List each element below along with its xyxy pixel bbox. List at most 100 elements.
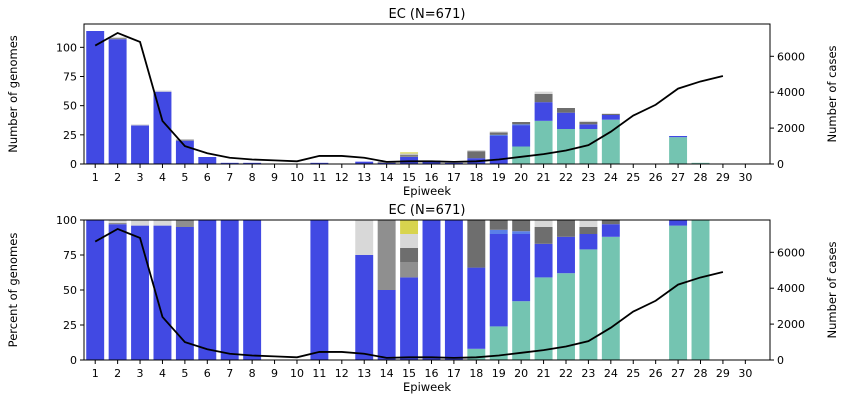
x-tick-label: 16 <box>424 171 438 184</box>
x-tick-label: 13 <box>357 171 371 184</box>
bar-segment-w16-s1 <box>422 220 441 360</box>
x-tick-label: 4 <box>159 367 166 380</box>
x-tick-label: 21 <box>537 367 551 380</box>
bar-segment-w3-s5 <box>131 124 150 126</box>
y-tick-label: 100 <box>56 41 77 54</box>
bar-segment-w21-s5 <box>534 220 553 227</box>
bar-segment-w24-s0 <box>601 119 620 164</box>
bar-segment-w2-s3 <box>108 222 127 225</box>
bar-segment-w4-s5 <box>153 90 172 92</box>
bar-segment-w20-s0 <box>512 146 531 164</box>
x-tick-label: 2 <box>114 367 121 380</box>
y-right-tick-label: 0 <box>777 354 784 367</box>
x-tick-label: 9 <box>271 367 278 380</box>
x-tick-label: 14 <box>380 367 394 380</box>
bar-segment-w22-s0 <box>557 273 575 360</box>
x-tick-label: 28 <box>694 171 708 184</box>
y-axis-label: Percent of genomes <box>6 233 20 348</box>
bar-segment-w21-s4 <box>534 227 553 244</box>
bar-segment-w15-s5 <box>400 234 419 248</box>
bar-segment-w22-s1 <box>557 236 575 274</box>
y-tick-label: 50 <box>63 284 77 297</box>
bar-segment-w20-s1 <box>512 125 531 147</box>
x-tick-label: 27 <box>671 171 685 184</box>
y-right-tick-label: 2000 <box>777 122 805 135</box>
x-tick-label: 30 <box>738 171 752 184</box>
y-right-tick-label: 4000 <box>777 282 805 295</box>
x-axis-label: Epiweek <box>403 184 451 198</box>
x-tick-label: 10 <box>290 367 304 380</box>
bar-segment-w21-s0 <box>534 120 553 164</box>
x-tick-label: 1 <box>92 171 99 184</box>
bar-segment-w6-s1 <box>198 157 217 164</box>
x-tick-label: 24 <box>604 171 618 184</box>
x-tick-label: 8 <box>249 171 256 184</box>
y-tick-label: 75 <box>63 71 77 84</box>
bar-segment-w21-s1 <box>534 243 553 278</box>
bar-segment-w20-s2 <box>512 124 531 126</box>
bar-segment-w19-s1 <box>489 136 508 164</box>
y-tick-label: 75 <box>63 249 77 262</box>
y-tick-label: 100 <box>56 214 77 227</box>
bar-segment-w24-s4 <box>601 220 620 225</box>
x-tick-label: 24 <box>604 367 618 380</box>
bar-segment-w18-s0 <box>467 348 486 360</box>
y-tick-label: 0 <box>70 354 77 367</box>
bar-segment-w5-s3 <box>175 139 194 141</box>
x-tick-label: 26 <box>649 367 663 380</box>
x-tick-label: 20 <box>514 367 528 380</box>
chart-title: EC (N=671) <box>389 7 466 22</box>
y-tick-label: 25 <box>63 129 77 142</box>
bar-segment-w7-s1 <box>220 220 239 360</box>
x-tick-label: 22 <box>559 171 573 184</box>
x-tick-label: 26 <box>649 171 663 184</box>
bar-segment-w13-s1 <box>355 161 374 164</box>
bar-segment-w20-s0 <box>512 301 531 360</box>
x-tick-label: 7 <box>226 367 233 380</box>
bar-segment-w5-s1 <box>175 227 194 360</box>
x-tick-label: 15 <box>402 171 416 184</box>
x-tick-label: 14 <box>380 171 394 184</box>
y-tick-label: 25 <box>63 319 77 332</box>
y-right-axis-label: Number of cases <box>825 45 839 142</box>
bar-segment-w2-s1 <box>108 224 127 360</box>
y-right-tick-label: 2000 <box>777 318 805 331</box>
bar-segment-w19-s0 <box>489 326 508 360</box>
bar-segment-w3-s1 <box>131 125 150 164</box>
x-tick-label: 11 <box>312 171 326 184</box>
bar-segment-w22-s4 <box>557 220 575 237</box>
bar-segment-w1-s1 <box>86 220 105 360</box>
bar-segment-w24-s4 <box>601 113 620 115</box>
cases-line <box>94 227 724 359</box>
cases-line <box>94 31 724 163</box>
x-tick-label: 29 <box>716 367 730 380</box>
x-tick-label: 4 <box>159 171 166 184</box>
y-right-tick-label: 6000 <box>777 50 805 63</box>
axes-frame <box>83 23 771 165</box>
bar-segment-w2-s3 <box>108 38 127 40</box>
bar-segment-w19-s4 <box>489 132 508 135</box>
bar-segment-w20-s4 <box>512 122 531 125</box>
bar-segment-w20-s1 <box>512 234 531 302</box>
x-tick-label: 9 <box>271 171 278 184</box>
x-tick-label: 19 <box>492 171 506 184</box>
bar-segment-w7-s1 <box>220 162 239 164</box>
x-tick-label: 20 <box>514 171 528 184</box>
bar-segment-w20-s4 <box>512 220 531 232</box>
bar-segment-w5-s3 <box>175 220 194 227</box>
x-tick-label: 16 <box>424 367 438 380</box>
bar-segment-w22-s0 <box>557 129 575 164</box>
bar-segment-w27-s1 <box>669 136 688 138</box>
bar-segment-w23-s4 <box>579 227 598 234</box>
x-tick-label: 3 <box>137 367 144 380</box>
x-tick-label: 18 <box>469 367 483 380</box>
x-tick-label: 19 <box>492 367 506 380</box>
x-tick-label: 25 <box>626 367 640 380</box>
bar-segment-w18-s4 <box>467 151 486 159</box>
bar-segment-w15-s4 <box>400 248 419 262</box>
bar-segment-w28-s0 <box>691 162 710 164</box>
bar-segment-w15-s3 <box>400 155 419 157</box>
bar-segment-w4-s5 <box>153 220 172 226</box>
bar-segment-w23-s5 <box>579 120 598 122</box>
